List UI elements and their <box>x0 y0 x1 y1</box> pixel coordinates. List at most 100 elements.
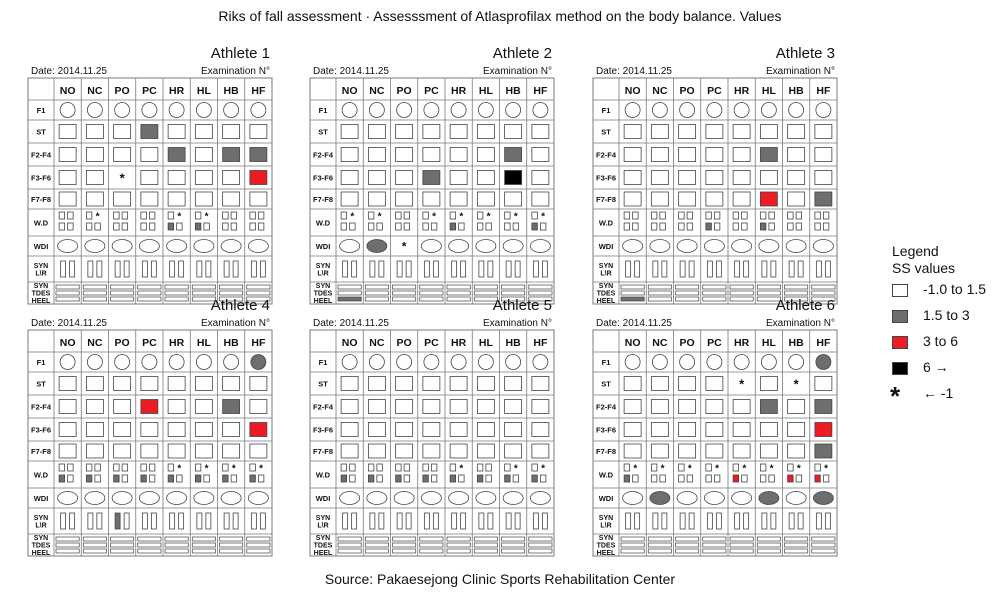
heel-bar <box>756 296 781 302</box>
row-label: SYN <box>34 515 48 522</box>
wd-box <box>732 474 740 483</box>
cell-square <box>140 422 159 437</box>
wd-star-icon: * <box>770 463 774 474</box>
syn-box <box>761 512 768 530</box>
exam-number-label: Examination N° <box>201 318 270 329</box>
wd-box <box>203 222 210 231</box>
cell-square <box>249 124 268 139</box>
wd-star-icon: * <box>259 463 263 474</box>
wd-box <box>257 211 265 220</box>
syn-box <box>123 260 130 278</box>
heel-bar <box>675 296 700 302</box>
wd-box <box>58 463 66 472</box>
cell-square <box>504 124 523 139</box>
wd-box <box>395 474 402 483</box>
syn-box <box>797 512 804 530</box>
cell-ellipse <box>193 239 215 253</box>
cell-square <box>650 443 669 459</box>
cell-square <box>249 422 268 437</box>
wd-star-icon: * <box>824 463 828 474</box>
legend-swatch-red <box>892 336 908 349</box>
cell-square <box>531 422 550 437</box>
wd-box <box>94 474 101 483</box>
cell-circle <box>477 354 494 370</box>
legend-label: 3 to 6 <box>923 333 959 349</box>
cell-square <box>249 147 268 162</box>
cell-square <box>249 376 268 391</box>
column-header: HL <box>197 85 212 97</box>
row-label: F7-F8 <box>31 195 51 204</box>
cell-circle <box>223 102 240 118</box>
wd-star-icon: * <box>205 211 209 222</box>
heel-bar <box>337 284 362 290</box>
syn-box <box>169 512 176 530</box>
wd-box <box>340 222 348 231</box>
wd-box <box>430 222 438 231</box>
wd-box <box>140 211 147 220</box>
wd-box <box>222 211 229 220</box>
heel-bar <box>55 296 80 302</box>
column-header: PO <box>680 85 695 97</box>
row-label: L\R <box>35 270 46 277</box>
heel-bar <box>137 290 162 296</box>
cell-square <box>367 443 386 459</box>
heel-bar <box>110 536 135 542</box>
wd-box <box>395 463 402 472</box>
wd-box <box>58 474 66 483</box>
cell-square <box>222 147 241 162</box>
column-header: PO <box>397 85 412 97</box>
cell-square <box>422 399 441 414</box>
syn-box <box>715 512 722 530</box>
athlete-name: Athlete 5 <box>493 297 552 314</box>
wd-box <box>512 474 520 483</box>
heel-bar <box>620 536 645 542</box>
wdi-star-icon: * <box>402 240 407 254</box>
wd-box <box>148 211 156 220</box>
figure-title: Riks of fall assessment · Assesssment of… <box>218 8 782 24</box>
wd-box <box>795 474 803 483</box>
figure-source: Source: Pakaesejong Clinic Sports Rehabi… <box>324 571 676 587</box>
wd-star-icon: * <box>350 211 354 222</box>
syn-box <box>150 512 157 530</box>
row-label: F1 <box>319 106 328 115</box>
wd-box <box>349 222 356 231</box>
row-label: WDI <box>599 242 614 251</box>
cell-circle <box>532 102 549 118</box>
cell-ellipse <box>475 239 497 253</box>
cell-square <box>449 422 468 437</box>
heel-bar <box>364 284 389 290</box>
wd-box <box>140 222 147 231</box>
heel-bar <box>729 542 754 548</box>
cell-ellipse <box>57 239 79 253</box>
cell-square <box>367 422 386 437</box>
cell-ellipse <box>220 491 242 505</box>
cell-square <box>787 191 806 207</box>
heel-bar <box>392 296 417 302</box>
wd-box <box>485 463 492 472</box>
wd-box <box>167 463 175 472</box>
cell-ellipse <box>420 239 442 253</box>
row-label: W.D <box>34 219 49 228</box>
wd-box <box>230 222 238 231</box>
syn-box <box>824 260 831 278</box>
wd-box <box>194 463 202 472</box>
column-header: NO <box>342 337 358 349</box>
cell-square <box>194 170 213 185</box>
wd-box <box>121 474 129 483</box>
syn-box <box>634 260 641 278</box>
cell-circle <box>505 102 522 118</box>
cell-square <box>678 124 697 139</box>
heel-bar <box>729 548 754 554</box>
syn-box <box>69 512 76 530</box>
heel-bar <box>620 296 645 302</box>
syn-box <box>460 260 467 278</box>
wd-box <box>422 211 429 220</box>
row-label: F2-F4 <box>596 151 617 160</box>
heel-bar <box>219 290 244 296</box>
wd-box <box>531 474 538 483</box>
cell-circle <box>505 354 522 370</box>
wd-box <box>659 474 666 483</box>
wd-box <box>113 474 120 483</box>
wd-box <box>58 211 66 220</box>
column-header: HB <box>789 85 805 97</box>
